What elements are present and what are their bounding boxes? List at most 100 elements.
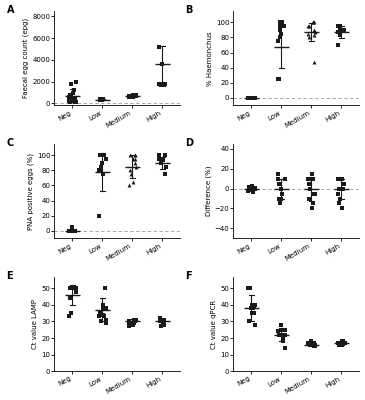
Point bbox=[342, 340, 348, 346]
Point bbox=[133, 92, 139, 98]
Text: C: C bbox=[7, 138, 14, 148]
Point bbox=[252, 184, 258, 191]
Point bbox=[250, 188, 256, 195]
Point bbox=[246, 318, 252, 325]
Point bbox=[98, 308, 104, 315]
Point bbox=[70, 228, 76, 234]
Point bbox=[279, 190, 285, 197]
Point bbox=[335, 42, 341, 48]
Point bbox=[249, 95, 255, 101]
Point bbox=[339, 340, 345, 346]
Point bbox=[252, 95, 258, 101]
Point bbox=[279, 19, 285, 26]
Point bbox=[71, 97, 77, 103]
Point bbox=[162, 163, 168, 170]
Y-axis label: PNA positive eggs (%): PNA positive eggs (%) bbox=[27, 152, 34, 230]
Point bbox=[97, 167, 103, 174]
Point bbox=[341, 27, 347, 33]
Point bbox=[67, 92, 73, 99]
Point bbox=[127, 93, 133, 99]
Point bbox=[275, 38, 281, 44]
Point bbox=[275, 328, 281, 334]
Point bbox=[162, 152, 168, 158]
Point bbox=[68, 285, 73, 292]
Point bbox=[312, 29, 318, 35]
Point bbox=[66, 313, 72, 320]
Point bbox=[335, 29, 341, 35]
Point bbox=[69, 224, 75, 230]
Point bbox=[247, 285, 253, 292]
Point bbox=[71, 228, 77, 234]
Y-axis label: Difference (%): Difference (%) bbox=[205, 166, 212, 216]
Point bbox=[312, 343, 318, 350]
Point bbox=[340, 180, 346, 187]
Text: E: E bbox=[7, 271, 13, 281]
Point bbox=[128, 171, 134, 177]
Point bbox=[161, 320, 167, 326]
Point bbox=[68, 228, 74, 234]
Point bbox=[97, 310, 103, 316]
Point bbox=[251, 310, 257, 316]
Point bbox=[275, 170, 281, 177]
Point bbox=[131, 156, 137, 162]
Point bbox=[67, 285, 73, 292]
Point bbox=[132, 318, 138, 325]
Point bbox=[162, 171, 168, 177]
Point bbox=[161, 322, 166, 328]
Point bbox=[133, 163, 139, 170]
Point bbox=[101, 313, 107, 320]
Point bbox=[98, 97, 104, 103]
Y-axis label: Ct value LAMP: Ct value LAMP bbox=[32, 299, 38, 349]
Point bbox=[131, 320, 137, 326]
Point bbox=[336, 342, 342, 348]
Point bbox=[73, 288, 79, 295]
Point bbox=[281, 23, 287, 29]
Point bbox=[252, 95, 258, 101]
Point bbox=[70, 228, 76, 234]
Point bbox=[162, 80, 168, 87]
Point bbox=[130, 178, 136, 185]
Point bbox=[162, 152, 168, 158]
Point bbox=[157, 315, 163, 321]
Point bbox=[245, 95, 251, 101]
Text: F: F bbox=[185, 271, 192, 281]
Point bbox=[100, 312, 106, 318]
Point bbox=[132, 152, 138, 158]
Y-axis label: Ct value qPCR: Ct value qPCR bbox=[211, 299, 218, 348]
Point bbox=[158, 323, 164, 330]
Point bbox=[160, 61, 165, 67]
Point bbox=[126, 182, 132, 189]
Point bbox=[310, 19, 316, 26]
Point bbox=[278, 185, 284, 192]
Y-axis label: Faecal egg count (epg): Faecal egg count (epg) bbox=[23, 18, 30, 98]
Point bbox=[335, 176, 341, 182]
Point bbox=[337, 23, 343, 29]
Point bbox=[310, 19, 316, 26]
Point bbox=[307, 195, 312, 202]
Point bbox=[339, 176, 345, 182]
Point bbox=[340, 338, 346, 344]
Point bbox=[337, 195, 343, 202]
Point bbox=[278, 322, 284, 328]
Point bbox=[160, 320, 166, 326]
Point bbox=[157, 44, 162, 50]
Point bbox=[159, 80, 165, 87]
Point bbox=[159, 156, 165, 162]
Point bbox=[72, 95, 78, 101]
Point bbox=[335, 23, 341, 29]
Point bbox=[127, 152, 133, 158]
Point bbox=[130, 91, 136, 98]
Point bbox=[126, 92, 132, 99]
Point bbox=[251, 303, 257, 310]
Point bbox=[98, 163, 104, 170]
Point bbox=[311, 340, 317, 346]
Point bbox=[252, 322, 258, 328]
Point bbox=[97, 96, 103, 103]
Point bbox=[252, 95, 258, 101]
Point bbox=[157, 156, 163, 162]
Point bbox=[248, 305, 254, 312]
Point bbox=[158, 160, 164, 166]
Point bbox=[279, 326, 285, 333]
Point bbox=[311, 32, 317, 38]
Point bbox=[306, 34, 312, 41]
